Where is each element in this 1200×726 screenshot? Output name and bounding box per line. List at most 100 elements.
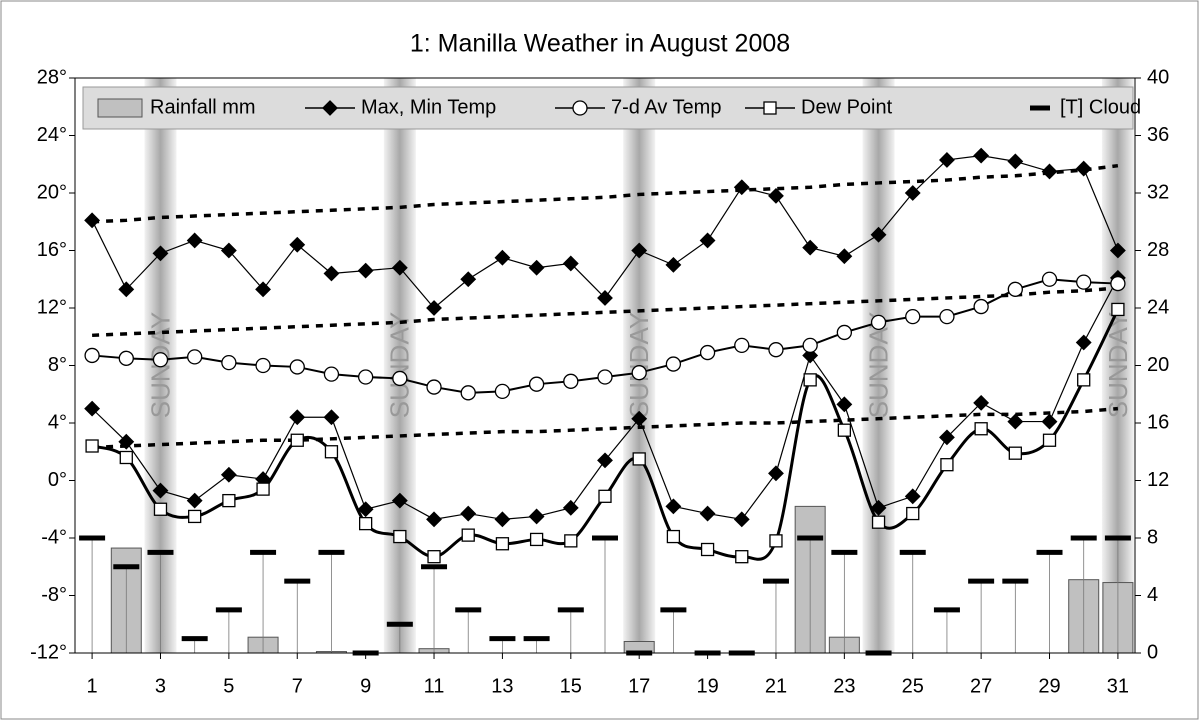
marker-diamond [1075,334,1092,351]
cloud-dash [831,549,858,555]
x-tick-label: 31 [1107,675,1129,697]
marker-diamond [768,465,784,482]
marker-diamond [836,248,853,265]
legend-label: Max, Min Temp [361,96,496,118]
y2-tick-label: 40 [1147,66,1169,88]
marker-square [632,452,646,466]
marker-circle [768,342,784,358]
legend-label: Dew Point [801,96,893,118]
marker-square [256,482,270,496]
cloud-dash [933,607,960,613]
marker-square [564,534,578,548]
y2-tick-label: 36 [1147,124,1169,146]
marker-diamond [1041,413,1058,430]
marker-diamond [973,147,990,164]
cloud-dash [968,578,995,584]
marker-diamond [186,492,203,509]
cloud-dash [899,549,926,555]
marker-circle [563,373,579,389]
cloud-dash [284,578,311,584]
marker-square [153,502,168,516]
sunday-band [862,78,895,653]
marker-circle [426,379,442,395]
marker-diamond [426,511,442,528]
marker-diamond [255,281,271,298]
marker-diamond [904,488,921,505]
marker-diamond [289,236,306,253]
marker-diamond [289,409,306,426]
marker-circle [905,308,921,325]
y-tick-label: -4° [41,526,67,548]
marker-square [1042,433,1057,447]
marker-diamond [870,226,887,243]
marker-square [529,532,544,547]
marker-square [119,450,133,465]
marker-circle [734,337,750,354]
marker-circle [392,370,408,387]
marker-diamond [460,505,477,522]
marker-diamond [597,452,613,469]
marker-square [427,550,441,564]
marker-square [803,373,817,387]
sunday-label: SUNDAY [1103,312,1133,418]
y2-tick-label: 16 [1147,411,1169,433]
marker-square [666,529,681,544]
x-tick-label: 11 [424,675,445,697]
marker-diamond [1075,160,1092,177]
marker-square [1111,302,1125,317]
legend-box [82,86,1134,130]
legend-marker [572,100,588,116]
legend-label: Rainfall mm [150,96,256,118]
marker-diamond [733,511,750,528]
cloud-dash [386,621,413,627]
cloud-dash [797,535,824,541]
marker-diamond [631,242,648,259]
marker-diamond [528,259,545,276]
marker-square [393,529,407,544]
marker-diamond [118,433,135,450]
marker-circle [289,359,305,375]
marker-diamond [391,259,408,276]
cloud-dash [455,607,482,613]
marker-diamond [84,400,101,417]
marker-circle [118,350,134,366]
marker-diamond [357,262,374,279]
y2-tick-label: 32 [1147,181,1169,203]
y2-tick-label: 0 [1147,641,1158,663]
marker-square [188,509,202,524]
y-tick-label: 0° [48,469,67,491]
y-tick-label: 12° [37,296,67,318]
marker-diamond [323,265,340,282]
marker-diamond [939,152,955,168]
marker-diamond [152,482,169,499]
marker-diamond [597,290,613,306]
marker-square [974,422,988,436]
cloud-dash [181,636,208,642]
y-tick-label: 28° [37,66,67,88]
marker-diamond [904,185,921,201]
x-tick-label: 23 [833,675,855,697]
marker-circle [323,366,340,382]
y2-tick-label: 12 [1147,469,1169,491]
marker-diamond [494,511,511,528]
sunday-band [383,78,416,653]
cloud-dash [489,636,516,642]
marker-square [290,433,304,447]
marker-diamond [939,429,955,446]
x-tick-label: 9 [360,675,371,697]
marker-diamond [220,242,237,259]
legend-marker [322,100,338,116]
y2-tick-label: 20 [1147,354,1169,376]
marker-diamond [152,245,169,262]
marker-circle [870,314,887,331]
marker-diamond [973,394,990,411]
marker-square [461,528,475,542]
marker-square [940,458,954,472]
normal-line [92,163,1119,224]
marker-circle [802,337,818,354]
cloud-dash [147,549,174,555]
cloud-dash [421,564,448,570]
marker-square [871,515,886,529]
x-tick-label: 7 [292,675,303,697]
